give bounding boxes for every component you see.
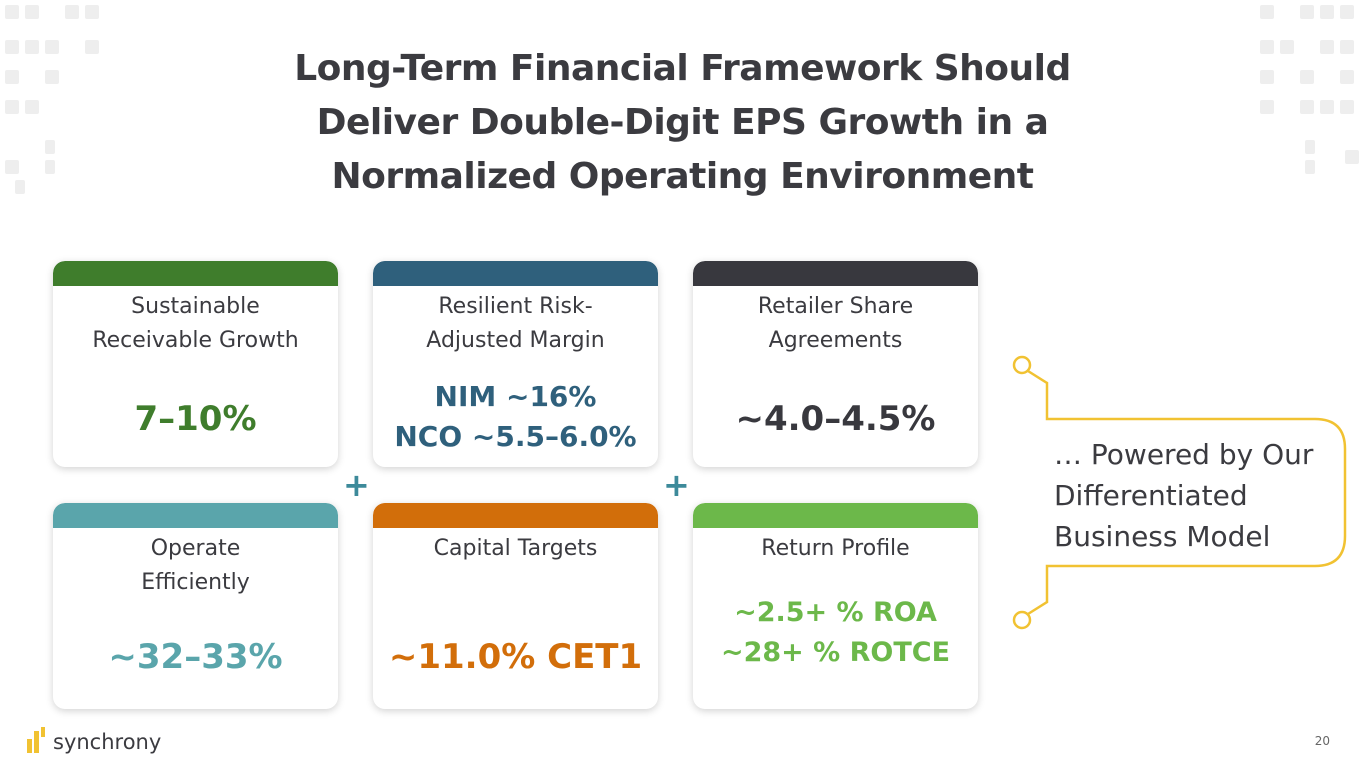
card-risk-adjusted-margin: Resilient Risk- Adjusted Margin NIM ~16% N… [373, 261, 658, 467]
card-operate-efficiently: Operate Efficiently ~32–33% [53, 503, 338, 709]
heading-line: Return Profile [761, 536, 910, 561]
plus-sign: + [343, 466, 370, 504]
card-heading: Sustainable Receivable Growth [53, 290, 338, 358]
heading-line: Capital Targets [433, 536, 598, 561]
title-line: Deliver Double-Digit EPS Growth in a [316, 102, 1049, 143]
card-value: NIM ~16% NCO ~5.5–6.0% [373, 377, 658, 457]
title-line: Normalized Operating Environment [331, 156, 1035, 197]
bracket-connector [1012, 355, 1347, 630]
decorative-pixel-pattern-left [5, 5, 99, 194]
card-heading: Operate Efficiently [53, 532, 338, 600]
heading-line: Operate [150, 536, 241, 561]
slide-title: Long-Term Financial Framework Should Del… [0, 42, 1365, 204]
value-line: ~28+ % ROTCE [720, 637, 951, 668]
powered-by-text: … Powered by Our Differentiated Business… [1054, 434, 1313, 557]
heading-line: Retailer Share [757, 294, 914, 319]
card-header-bar [373, 261, 658, 286]
card-heading: Resilient Risk- Adjusted Margin [373, 290, 658, 358]
card-heading: Return Profile [693, 532, 978, 566]
card-return-profile: Return Profile ~2.5+ % ROA ~28+ % ROTCE [693, 503, 978, 709]
card-header-bar [373, 503, 658, 528]
card-value: ~32–33% [108, 637, 283, 677]
logo-bars-icon [27, 727, 45, 753]
heading-line: Efficiently [141, 570, 250, 595]
decorative-pixel-pattern-right [1260, 5, 1359, 174]
card-retailer-share: Retailer Share Agreements ~4.0–4.5% [693, 261, 978, 467]
synchrony-logo: synchrony [27, 727, 161, 753]
powered-line: Differentiated [1054, 479, 1248, 512]
value-line: ~2.5+ % ROA [734, 597, 937, 628]
heading-line: Receivable Growth [92, 328, 299, 353]
logo-text: synchrony [53, 730, 162, 754]
value-line: NIM ~16% [434, 380, 597, 413]
card-header-bar [693, 503, 978, 528]
card-value: 7–10% [134, 399, 257, 439]
card-heading: Capital Targets [373, 532, 658, 566]
card-value: ~2.5+ % ROA ~28+ % ROTCE [693, 593, 978, 673]
card-header-bar [693, 261, 978, 286]
page-number: 20 [1314, 734, 1330, 748]
card-heading: Retailer Share Agreements [693, 290, 978, 358]
card-value: ~4.0–4.5% [735, 399, 936, 439]
card-receivable-growth: Sustainable Receivable Growth 7–10% [53, 261, 338, 467]
powered-line: Business Model [1054, 520, 1271, 553]
plus-sign: + [663, 466, 690, 504]
value-line: NCO ~5.5–6.0% [394, 420, 637, 453]
heading-line: Resilient Risk- [438, 294, 593, 319]
heading-line: Agreements [768, 328, 903, 353]
heading-line: Adjusted Margin [426, 328, 605, 353]
heading-line: Sustainable [131, 294, 260, 319]
title-line: Long-Term Financial Framework Should [294, 48, 1071, 89]
card-header-bar [53, 261, 338, 286]
card-capital-targets: Capital Targets ~11.0% CET1 [373, 503, 658, 709]
card-header-bar [53, 503, 338, 528]
powered-line: … Powered by Our [1054, 438, 1314, 471]
card-value: ~11.0% CET1 [388, 637, 643, 677]
